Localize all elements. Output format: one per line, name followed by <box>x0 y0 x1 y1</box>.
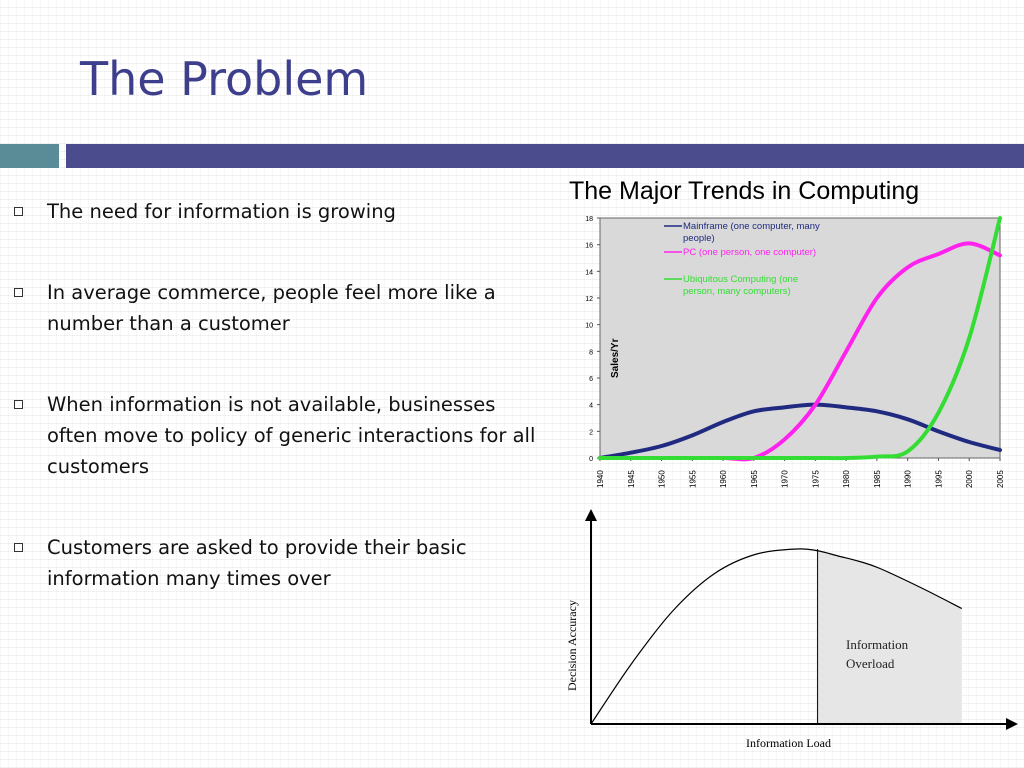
bullet-item: The need for information is growing <box>14 196 544 277</box>
x-tick-label: 1980 <box>842 470 851 488</box>
x-tick-label: 1950 <box>658 470 667 488</box>
y-tick-label: 0 <box>589 456 593 463</box>
bullet-item: Customers are asked to provide their bas… <box>14 532 544 594</box>
x-tick-label: 1990 <box>904 470 913 488</box>
bullet-text: In average commerce, people feel more li… <box>47 281 496 335</box>
overload-region <box>817 550 962 724</box>
legend-label: PC (one person, one computer) <box>683 247 816 258</box>
x-tick-label: 2005 <box>996 470 1005 488</box>
legend-label-line: PC (one person, one computer) <box>683 247 816 258</box>
x-tick-label: 1945 <box>627 470 636 488</box>
bullet-square-icon <box>14 543 23 552</box>
x-tick-label: 1985 <box>873 470 882 488</box>
x-axis-label: Information Load <box>746 736 831 750</box>
information-load-chart: Information Overload Information Load Decis… <box>565 509 1018 750</box>
slide-title: The Problem <box>80 52 369 106</box>
accuracy-curve <box>590 548 963 725</box>
x-tick-label: 1955 <box>688 470 697 488</box>
legend-label-line: Ubiquitous Computing (one <box>683 274 798 285</box>
bullet-square-icon <box>14 400 23 409</box>
y-tick-label: 16 <box>585 243 593 250</box>
annotation-line: Information <box>846 637 909 652</box>
y-tick-label: 6 <box>589 376 593 383</box>
y-tick-label: 14 <box>585 269 593 276</box>
x-tick-label: 1940 <box>596 470 605 488</box>
bullet-list: The need for information is growing In a… <box>14 196 544 594</box>
x-tick-label: 1970 <box>781 470 790 488</box>
bullet-square-icon <box>14 288 23 297</box>
x-axis-arrow-icon <box>1006 718 1018 730</box>
x-tick-label: 1995 <box>934 470 943 488</box>
trend-chart-title: The Major Trends in Computing <box>569 177 920 205</box>
y-axis-label: Decision Accuracy <box>565 600 579 691</box>
legend-label-line: people) <box>683 233 715 244</box>
overload-annotation: Information Overload <box>846 637 909 671</box>
bullet-text: Customers are asked to provide their bas… <box>47 536 467 590</box>
annotation-line: Overload <box>846 656 895 671</box>
y-tick-label: 4 <box>589 403 593 410</box>
header-band-blue <box>66 144 1024 168</box>
x-tick-label: 1960 <box>719 470 728 488</box>
legend-entry: Mainframe (one computer, many people) <box>664 221 820 244</box>
series-line-1 <box>598 402 1002 460</box>
y-axis-arrow-icon <box>585 509 597 521</box>
bullet-text: The need for information is growing <box>47 200 396 223</box>
bullet-text: When information is not available, busin… <box>47 393 536 478</box>
legend-label-line: Mainframe (one computer, many <box>683 221 820 232</box>
legend-entry: Ubiquitous Computing (one person, many co… <box>664 274 798 297</box>
legend-label-line: person, many computers) <box>683 286 791 297</box>
legend-label: Ubiquitous Computing (one person, many co… <box>683 274 798 297</box>
x-tick-label: 1965 <box>750 470 759 488</box>
trend-chart: 0 2 4 6 8 10 12 14 16 18 1940 1945 1950 1955 1960 1965 1… <box>585 216 1005 488</box>
y-axis-label: Sales/Yr <box>610 338 621 378</box>
y-tick-label: 12 <box>585 296 593 303</box>
legend-label: Mainframe (one computer, many people) <box>683 221 820 244</box>
legend-entry: PC (one person, one computer) <box>664 247 816 258</box>
header-band-teal <box>0 144 59 168</box>
bullet-item: When information is not available, busin… <box>14 389 544 532</box>
bullet-item: In average commerce, people feel more li… <box>14 277 544 389</box>
x-tick-label: 1975 <box>811 470 820 488</box>
y-tick-label: 18 <box>585 216 593 223</box>
bullet-square-icon <box>14 207 23 216</box>
y-tick-label: 8 <box>589 349 593 356</box>
series-line-3 <box>598 216 1002 461</box>
y-tick-label: 2 <box>589 429 593 436</box>
x-tick-label: 2000 <box>965 470 974 488</box>
y-tick-label: 10 <box>585 323 593 330</box>
